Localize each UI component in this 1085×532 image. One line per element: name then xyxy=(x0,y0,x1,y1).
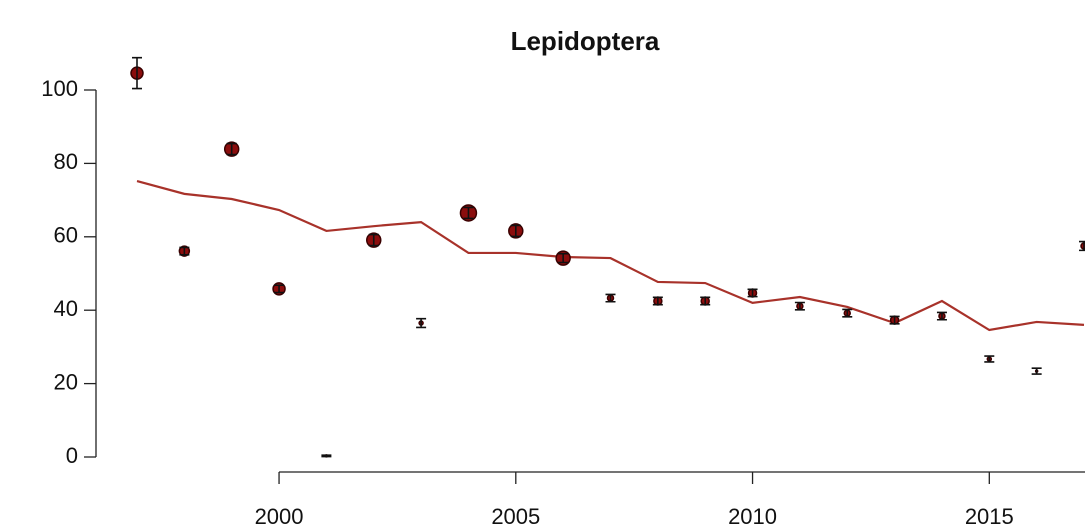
error-bar xyxy=(747,288,758,298)
error-bar xyxy=(416,317,427,329)
error-bar xyxy=(700,296,711,306)
error-bar xyxy=(984,355,995,363)
y-tick-label: 100 xyxy=(41,76,78,101)
error-bar xyxy=(889,315,900,325)
error-bar xyxy=(510,224,521,238)
error-bar xyxy=(463,206,474,220)
x-tick-label: 2010 xyxy=(728,504,777,529)
trend-line xyxy=(136,179,1085,332)
y-tick-label: 20 xyxy=(54,369,78,394)
error-bar xyxy=(605,293,616,303)
x-tick-label: 2005 xyxy=(491,504,540,529)
error-bar xyxy=(368,233,379,247)
error-bar xyxy=(274,284,285,294)
error-bar xyxy=(842,308,853,318)
y-tick-label: 40 xyxy=(54,296,78,321)
error-bar xyxy=(132,56,142,90)
error-bar xyxy=(1079,240,1085,252)
error-bar xyxy=(226,142,237,156)
error-bar xyxy=(1031,367,1042,375)
error-bar xyxy=(652,296,663,306)
error-bar xyxy=(794,301,805,311)
x-tick-label: 2000 xyxy=(255,504,304,529)
x-tick-label: 2015 xyxy=(965,504,1014,529)
error-bar xyxy=(936,311,947,321)
error-bar xyxy=(179,246,190,256)
error-bar xyxy=(558,252,569,264)
y-tick-label: 0 xyxy=(66,443,78,468)
y-tick-label: 60 xyxy=(54,223,78,248)
chart-title: Lepidoptera xyxy=(511,26,660,56)
error-bar xyxy=(321,454,332,458)
y-tick-label: 80 xyxy=(54,149,78,174)
